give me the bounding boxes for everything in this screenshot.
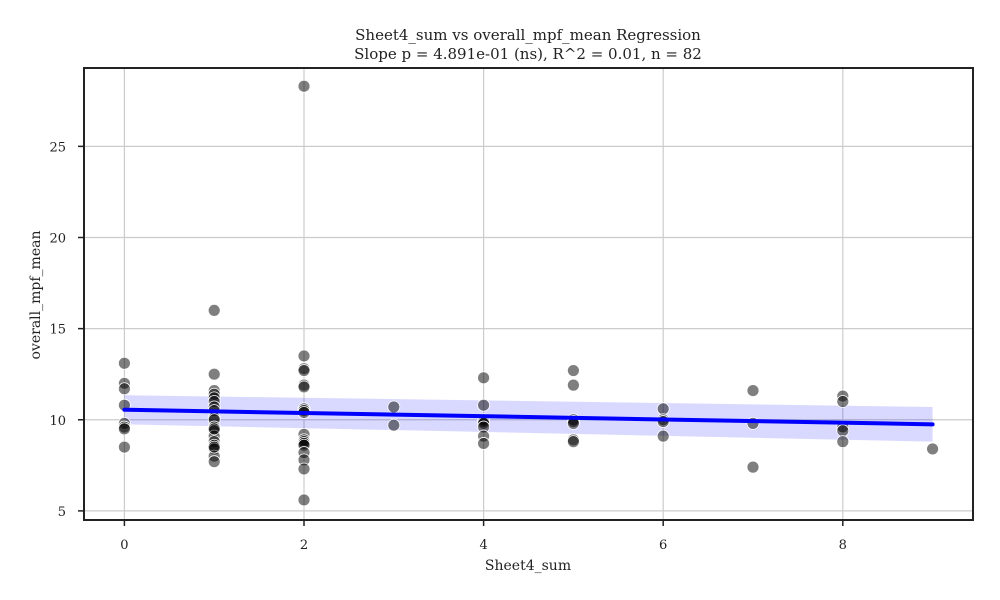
data-point bbox=[207, 422, 221, 436]
y-tick-label: 15 bbox=[49, 323, 66, 338]
data-point bbox=[297, 79, 311, 93]
x-axis-ticks: 0 2 4 6 8 bbox=[120, 520, 847, 553]
data-point bbox=[566, 364, 580, 377]
y-tick-label: 5 bbox=[58, 505, 66, 520]
data-point bbox=[926, 442, 939, 456]
data-points bbox=[118, 79, 939, 507]
data-point bbox=[297, 364, 311, 377]
data-point bbox=[118, 356, 131, 370]
data-point bbox=[746, 384, 760, 397]
chart-title: Sheet4_sum vs overall_mpf_mean Regressio… bbox=[355, 26, 701, 44]
data-point bbox=[836, 395, 850, 408]
data-point bbox=[387, 418, 401, 432]
data-point bbox=[207, 367, 221, 381]
data-point bbox=[297, 493, 311, 507]
chart-subtitle: Slope p = 4.891e-01 (ns), R^2 = 0.01, n … bbox=[354, 45, 702, 63]
data-point bbox=[207, 440, 221, 454]
data-point bbox=[207, 304, 221, 317]
data-point bbox=[566, 435, 580, 449]
data-point bbox=[656, 402, 670, 416]
y-tick-label: 20 bbox=[49, 232, 66, 247]
data-point bbox=[118, 382, 131, 396]
data-point bbox=[207, 455, 221, 469]
data-point bbox=[297, 462, 311, 476]
x-axis-label: Sheet4_sum bbox=[485, 558, 571, 574]
y-tick-label: 10 bbox=[49, 414, 66, 429]
data-point bbox=[746, 460, 760, 474]
data-point bbox=[836, 435, 850, 449]
plot-frame bbox=[83, 67, 974, 521]
y-axis-label: overall_mpf_mean bbox=[28, 231, 44, 360]
data-point bbox=[118, 440, 131, 454]
data-point bbox=[118, 422, 131, 436]
regression-line bbox=[122, 407, 935, 427]
x-tick-label: 2 bbox=[300, 538, 308, 553]
data-point bbox=[477, 437, 491, 450]
x-tick-label: 4 bbox=[479, 538, 487, 553]
data-point bbox=[297, 349, 311, 363]
x-tick-label: 0 bbox=[120, 538, 128, 553]
data-point bbox=[387, 400, 401, 414]
data-point bbox=[836, 424, 850, 438]
data-point bbox=[477, 371, 491, 385]
y-tick-label: 25 bbox=[49, 140, 66, 155]
data-point bbox=[297, 380, 311, 394]
x-tick-label: 8 bbox=[839, 538, 847, 553]
grid-lines bbox=[84, 68, 973, 520]
data-point bbox=[477, 398, 491, 412]
y-axis-ticks: 5 10 15 20 25 bbox=[49, 140, 84, 520]
data-point bbox=[656, 429, 670, 443]
data-point bbox=[566, 378, 580, 392]
regression-line-layer bbox=[122, 407, 935, 427]
x-tick-label: 6 bbox=[659, 538, 667, 553]
